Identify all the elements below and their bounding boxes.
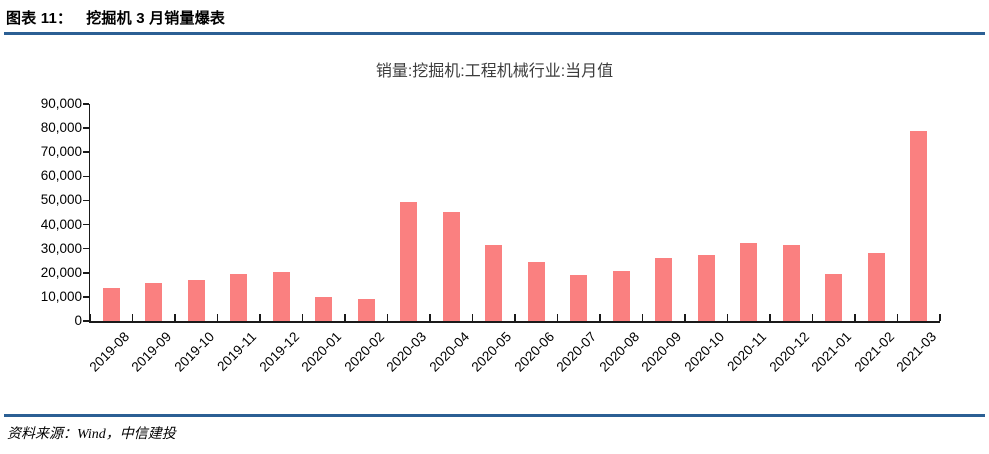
x-axis-label-2019-08: 2019-08 bbox=[86, 329, 132, 375]
x-axis-label-2019-09: 2019-09 bbox=[128, 329, 175, 375]
x-axis-tick bbox=[556, 314, 559, 321]
x-axis-tick bbox=[429, 314, 431, 321]
y-axis-tick-label: 20,000 bbox=[40, 264, 82, 280]
bar-2020-04 bbox=[442, 212, 460, 321]
x-axis-tick bbox=[641, 314, 644, 321]
x-axis-label-2019-10: 2019-10 bbox=[171, 329, 217, 375]
x-axis-tick bbox=[344, 314, 346, 321]
footer-divider bbox=[4, 414, 985, 417]
figure-label: 图表 11： bbox=[6, 10, 73, 27]
figure-header: 图表 11： 挖掘机 3 月销量爆表 bbox=[6, 7, 225, 28]
y-axis-line bbox=[88, 104, 90, 323]
y-axis-tick bbox=[82, 272, 89, 274]
x-axis-tick bbox=[769, 314, 771, 321]
bar-2020-09 bbox=[655, 258, 673, 321]
x-axis-line bbox=[88, 321, 940, 323]
x-axis-label-2020-01: 2020-01 bbox=[298, 329, 345, 375]
y-axis-tick-label: 60,000 bbox=[40, 168, 82, 184]
y-axis-tick bbox=[82, 296, 89, 298]
bar-2021-01 bbox=[825, 274, 843, 321]
y-axis-tick bbox=[82, 247, 89, 250]
x-axis-label-2020-09: 2020-09 bbox=[638, 329, 685, 375]
x-axis-tick bbox=[89, 314, 91, 321]
x-axis-tick bbox=[599, 314, 601, 321]
header-divider bbox=[4, 32, 985, 35]
x-axis-label-2021-03: 2021-03 bbox=[893, 329, 940, 375]
x-axis-tick bbox=[131, 314, 134, 321]
chart-title: 销量:挖掘机:工程机械行业:当月值 bbox=[375, 63, 614, 80]
x-axis-label-2021-01: 2021-01 bbox=[808, 329, 855, 375]
x-axis-label-2020-08: 2020-08 bbox=[596, 329, 642, 375]
bar-2020-03 bbox=[400, 202, 418, 321]
y-axis-tick bbox=[82, 151, 89, 153]
x-axis-tick bbox=[216, 314, 219, 321]
y-axis-tick-label: 70,000 bbox=[40, 144, 82, 160]
y-axis-tick-label: 10,000 bbox=[40, 288, 82, 304]
y-axis-tick-label: 50,000 bbox=[40, 192, 82, 208]
y-axis-tick bbox=[82, 320, 89, 322]
x-axis-tick bbox=[939, 314, 941, 321]
y-axis-tick bbox=[82, 199, 89, 202]
bar-2019-09 bbox=[145, 283, 163, 321]
y-axis-tick-label: 90,000 bbox=[40, 96, 82, 111]
bar-2019-08 bbox=[102, 288, 120, 321]
x-axis-label-2020-11: 2020-11 bbox=[724, 329, 770, 374]
x-axis-tick bbox=[514, 314, 516, 321]
x-axis-label-2020-07: 2020-07 bbox=[553, 329, 600, 375]
bar-chart-plot-area: 0 10,000 20,000 30,000 40,000 50,000 60,000 70,… bbox=[40, 96, 941, 375]
bar-2020-08 bbox=[612, 271, 630, 321]
bar-2021-03 bbox=[910, 131, 928, 321]
bar-2020-05 bbox=[485, 245, 503, 321]
x-axis-tick bbox=[684, 314, 686, 321]
y-axis-tick bbox=[82, 175, 89, 178]
x-axis-tick bbox=[854, 314, 856, 321]
bar-2019-10 bbox=[187, 280, 205, 321]
x-axis-label-2020-02: 2020-02 bbox=[341, 329, 387, 375]
bar-2020-07 bbox=[570, 275, 588, 321]
bar-2019-12 bbox=[272, 272, 290, 321]
bar-2020-06 bbox=[527, 262, 545, 321]
x-axis-label-2020-12: 2020-12 bbox=[766, 329, 812, 375]
x-axis-tick bbox=[896, 314, 899, 321]
x-axis-label-2020-03: 2020-03 bbox=[383, 329, 430, 375]
y-axis-tick-label: 0 bbox=[74, 313, 82, 328]
x-axis-label-2019-11: 2019-11 bbox=[214, 329, 260, 374]
y-axis-tick bbox=[82, 127, 89, 129]
x-axis-tick bbox=[174, 314, 176, 321]
x-axis-tick bbox=[301, 314, 304, 321]
bar-2020-11 bbox=[740, 243, 758, 321]
bar-2021-02 bbox=[867, 253, 885, 321]
y-axis-tick-label: 40,000 bbox=[40, 216, 82, 232]
x-axis-label-2020-06: 2020-06 bbox=[511, 329, 557, 375]
figure-title: 挖掘机 3 月销量爆表 bbox=[86, 10, 226, 27]
x-axis-tick bbox=[471, 314, 474, 321]
bar-2020-12 bbox=[782, 245, 800, 321]
bar-2019-11 bbox=[230, 274, 248, 321]
y-axis-tick bbox=[82, 223, 89, 226]
y-axis-tick-label: 30,000 bbox=[40, 240, 82, 256]
bar-2020-02 bbox=[357, 299, 375, 321]
y-axis-tick-label: 80,000 bbox=[40, 120, 82, 136]
x-axis-tick bbox=[726, 314, 729, 321]
x-axis-label-2020-04: 2020-04 bbox=[426, 329, 472, 375]
bar-2020-01 bbox=[315, 297, 333, 321]
x-axis-tick bbox=[259, 314, 261, 321]
bar-2020-10 bbox=[697, 255, 715, 321]
x-axis-label-2019-12: 2019-12 bbox=[256, 329, 302, 375]
x-axis-label-2021-02: 2021-02 bbox=[851, 329, 897, 375]
source-note: 资料来源：Wind，中信建投 bbox=[7, 427, 176, 442]
x-axis-label-2020-05: 2020-05 bbox=[468, 329, 515, 375]
x-axis-tick bbox=[811, 314, 814, 321]
x-axis-tick bbox=[386, 314, 389, 321]
x-axis-label-2020-10: 2020-10 bbox=[681, 329, 727, 375]
y-axis-tick bbox=[82, 103, 89, 105]
